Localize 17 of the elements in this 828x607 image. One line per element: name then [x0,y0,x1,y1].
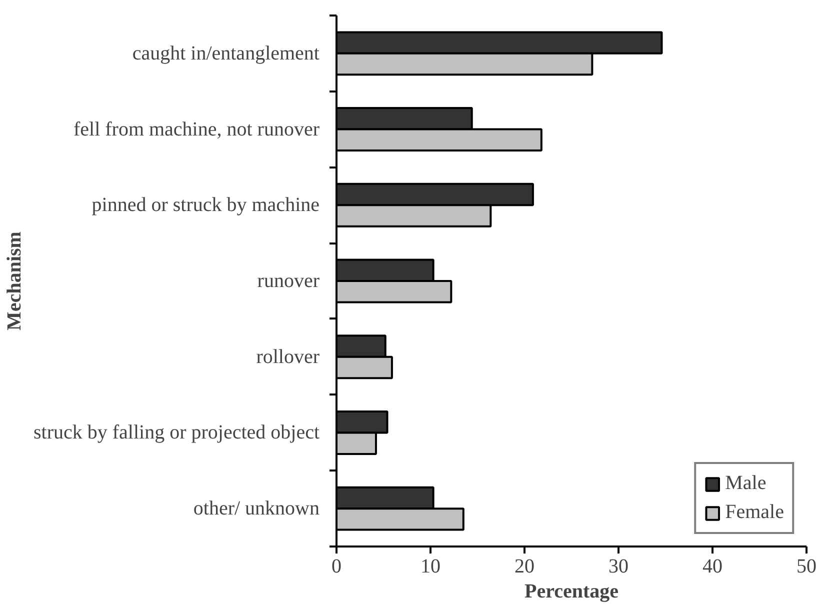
x-tick-label: 30 [608,556,628,578]
y-tick-label: struck by falling or projected object [33,422,320,444]
legend-label: Female [725,501,784,524]
y-tick-label: caught in/entanglement [132,42,320,64]
y-tick-label: pinned or struck by machine [92,194,320,216]
y-tick-label: fell from machine, not runover [73,118,320,140]
legend-label: Male [725,472,766,495]
y-axis-title: Mechanism [3,231,26,330]
y-tick-label: rollover [256,346,320,368]
x-axis-title: Percentage [524,580,619,602]
y-tick-label: other/ unknown [193,498,320,520]
x-tick-label: 0 [332,556,342,578]
x-tick-label: 50 [796,556,816,578]
y-tick-label: runover [257,270,320,292]
x-tick-label: 20 [514,556,534,578]
x-tick-label: 10 [420,556,440,578]
x-tick-label: 40 [702,556,722,578]
